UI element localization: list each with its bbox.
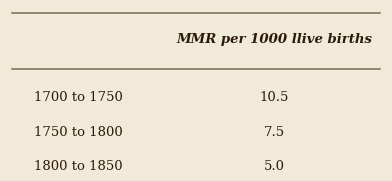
- Text: 5.0: 5.0: [264, 160, 285, 173]
- Text: 10.5: 10.5: [260, 91, 289, 104]
- Text: MMR per 1000 llive births: MMR per 1000 llive births: [176, 33, 372, 46]
- Text: 1700 to 1750: 1700 to 1750: [34, 91, 123, 104]
- Text: 1750 to 1800: 1750 to 1800: [34, 126, 123, 139]
- Text: 1800 to 1850: 1800 to 1850: [34, 160, 123, 173]
- Text: 7.5: 7.5: [264, 126, 285, 139]
